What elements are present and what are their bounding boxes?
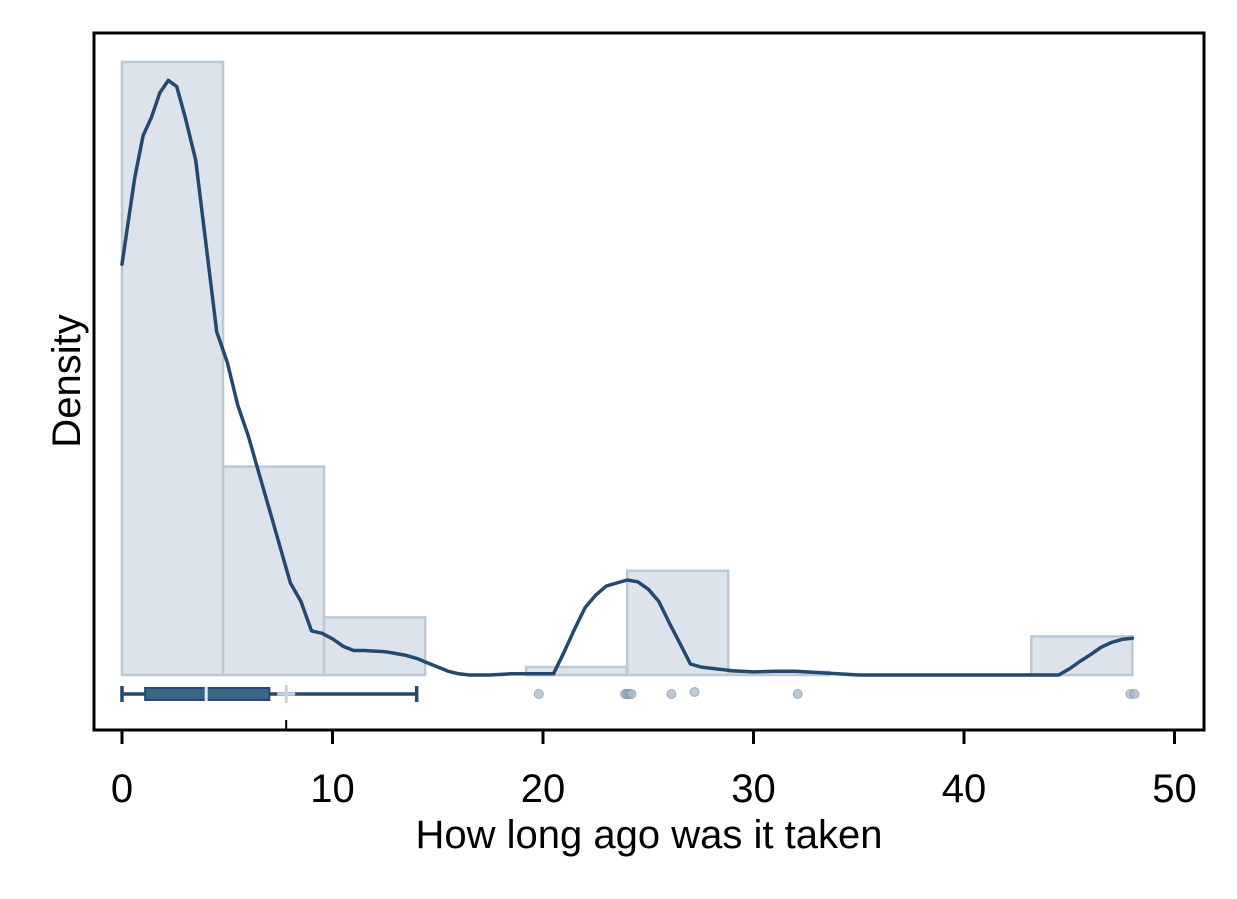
histogram-bar-2 (221, 465, 326, 677)
x-tick-label-20: 20 (521, 767, 566, 811)
outlier-point-5 (626, 689, 637, 699)
density-curve-layer (120, 78, 1135, 677)
histogram-bar-1 (120, 60, 225, 677)
x-axis: 0 10 20 30 40 50 (111, 720, 1197, 811)
x-tick-label-30: 30 (731, 767, 776, 811)
y-axis-label: Density (45, 314, 89, 447)
x-axis-label: How long ago was it taken (416, 813, 883, 857)
outlier-points (533, 687, 1140, 699)
x-tick-label-50: 50 (1152, 767, 1197, 811)
outlier-point-7 (689, 687, 700, 697)
outlier-point-6 (666, 689, 677, 699)
outlier-point-8 (792, 689, 803, 699)
boxplot-layer (120, 685, 419, 703)
histogram-bar-5 (625, 569, 730, 677)
outlier-point-10 (1129, 689, 1140, 699)
outlier-point-1 (533, 689, 544, 699)
x-tick-label-10: 10 (310, 767, 355, 811)
x-tick-label-40: 40 (942, 767, 987, 811)
density-curve (120, 78, 1135, 677)
x-tick-label-0: 0 (111, 767, 133, 811)
histogram-bar-3 (322, 616, 427, 677)
